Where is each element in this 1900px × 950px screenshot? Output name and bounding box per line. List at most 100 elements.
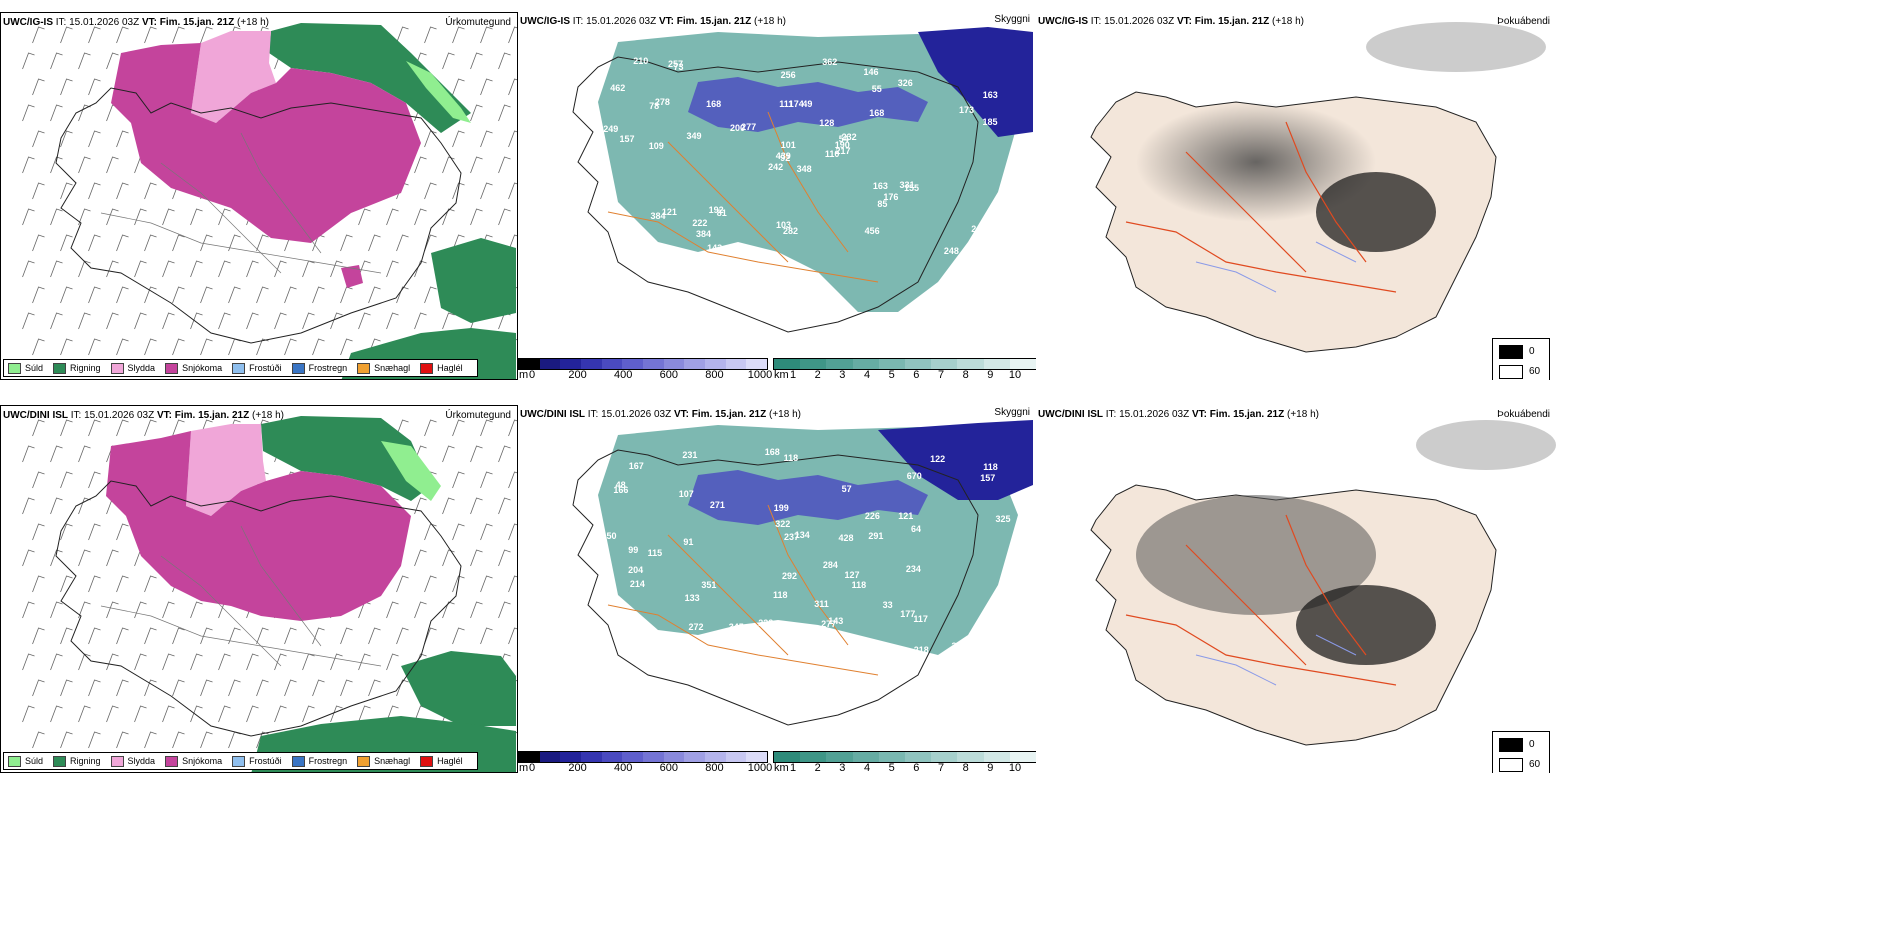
cloud-base-value: 311 — [814, 599, 829, 610]
cloud-base-value: 222 — [758, 617, 774, 628]
colorbar-tick-label: 400 — [614, 369, 633, 380]
cloud-base-value: 348 — [796, 164, 812, 175]
panel-header: UWC/DINI ISL IT: 15.01.2026 03Z VT: Fim.… — [1038, 409, 1319, 420]
cloud-base-value: 217 — [835, 145, 851, 156]
green-precip-area — [261, 416, 431, 501]
cloud-base-value: 33 — [951, 641, 962, 652]
colorbar-tick-label: 10 — [1008, 762, 1022, 773]
legend-swatch — [357, 362, 371, 374]
cloud-base-value: 81 — [716, 208, 727, 219]
legend-label: Slydda — [127, 363, 156, 373]
cloud-base-value: 190 — [834, 140, 850, 151]
iceland-outline — [572, 56, 979, 333]
legend-swatch — [165, 755, 179, 767]
light-green-area — [406, 61, 471, 123]
cloud-base-value: 155 — [904, 182, 920, 193]
precip-type-panel-row1: UWC/IG-IS IT: 15.01.2026 03Z VT: Fim. 15… — [0, 12, 518, 380]
legend-label: Súld — [25, 363, 44, 373]
colorbar-tick-label: 200 — [568, 369, 587, 380]
cloud-base-value: 146 — [863, 67, 879, 78]
legend-item: Slydda — [110, 755, 155, 767]
cloud-base-value: 163 — [982, 89, 998, 100]
legend-swatch — [232, 755, 246, 767]
legend-item: Haglél — [420, 362, 463, 374]
cloud-base-value: 90 — [671, 249, 682, 260]
roads — [100, 132, 382, 274]
cloud-panel-row2: UWC/DINI ISL IT: 15.01.2026 03Z VT: Fim.… — [518, 405, 1036, 773]
blue-patches — [688, 77, 928, 132]
legend-item: Súld — [8, 362, 44, 374]
cloud-base-value: 218 — [913, 644, 929, 655]
green-area-se-1 — [431, 238, 516, 323]
colorbar-tick-label: 1000 — [747, 369, 773, 380]
cloud-base-value: 133 — [684, 593, 700, 604]
cloud-base-value: 278 — [654, 96, 670, 107]
roads — [607, 111, 879, 283]
colorbar-tick-label: 600 — [659, 762, 678, 773]
dark-blue-cloud-base — [878, 420, 1033, 500]
cloud-base-value: 166 — [613, 485, 629, 496]
cloud-base-unit: m — [519, 369, 529, 380]
cloud-base-value: 226 — [864, 511, 880, 522]
cloud-base-value: 231 — [682, 450, 698, 461]
cloud-base-value: 257 — [667, 59, 683, 70]
colorbar-tick-label: 8 — [962, 369, 969, 380]
panel-header: UWC/IG-IS IT: 15.01.2026 03Z VT: Fim. 15… — [3, 17, 269, 28]
panel-title: Úrkomutegund — [445, 17, 511, 28]
green-area-se-1 — [401, 651, 516, 726]
legend-label: Snæhagl — [374, 363, 411, 373]
cloud-base-value: 277 — [821, 619, 837, 630]
visibility-colorbar — [773, 751, 1036, 763]
blue-patches — [688, 470, 928, 525]
visibility-colorbar — [773, 358, 1036, 370]
precip-type-legend: Súld Rigning Slydda Snjókoma Frostúði Frostre… — [3, 359, 478, 377]
cloud-base-value: 55 — [871, 83, 882, 94]
cloud-base-value: 428 — [838, 533, 854, 544]
colorbar-tick-label: 7 — [937, 369, 945, 380]
fog-map — [1090, 22, 1546, 353]
cloud-base-value: 670 — [906, 470, 922, 481]
legend-swatch — [53, 755, 67, 767]
legend-label: Súld — [25, 756, 44, 766]
legend-swatch — [420, 755, 434, 767]
dark-blue-cloud-base — [918, 27, 1033, 137]
cloud-base-value: 176 — [883, 191, 899, 202]
legend-swatch — [53, 362, 67, 374]
legend-item: Frostúði — [232, 362, 282, 374]
cloud-base-value: 121 — [661, 206, 677, 217]
colorbar-tick-label: 0 — [528, 369, 536, 380]
colorbar-tick-label: 7 — [937, 762, 945, 773]
colorbar-tick-label: 1 — [789, 369, 797, 380]
colorbar-tick-label: 400 — [614, 762, 633, 773]
cloud-base-value: 349 — [686, 130, 702, 141]
colorbar-tick-label: 8 — [962, 762, 969, 773]
cloud-base-value: 185 — [982, 116, 998, 127]
legend-label: Rigning — [70, 363, 101, 373]
cloud-base-value: 99 — [628, 545, 639, 556]
cloud-base-value: 177 — [900, 608, 916, 619]
cloud-base-value: 143 — [828, 616, 844, 627]
legend-item: Slydda — [110, 362, 156, 374]
roads — [607, 504, 879, 676]
cloud-base-value: 163 — [872, 181, 888, 192]
cloud-base-value: 168 — [706, 99, 722, 110]
cloud-base-value: 210 — [633, 56, 649, 67]
colorbar-tick-label: 600 — [659, 369, 678, 380]
legend-label: Snjókoma — [182, 363, 223, 373]
cloud-base-value: 200 — [729, 123, 745, 134]
legend-item: Snæhagl — [357, 755, 410, 767]
pink-precip-area — [191, 31, 276, 123]
cloud-base-value: 168 — [869, 108, 885, 119]
colorbar-tick-label: 800 — [705, 369, 724, 380]
legend-label: Frostúði — [249, 363, 282, 373]
cloud-base-colorbar — [518, 751, 768, 763]
cloud-base-value: 271 — [709, 499, 725, 510]
panel-title: Þokuábendi — [1497, 409, 1550, 420]
legend-item: Snjókoma — [165, 755, 222, 767]
cloud-base-value: 174 — [788, 99, 804, 110]
iceland-outline — [572, 449, 979, 726]
fog-rivers — [1195, 241, 1357, 293]
legend-swatch — [420, 362, 434, 374]
cloud-base-value: 384 — [650, 210, 666, 221]
legend-item: Rigning — [53, 362, 101, 374]
